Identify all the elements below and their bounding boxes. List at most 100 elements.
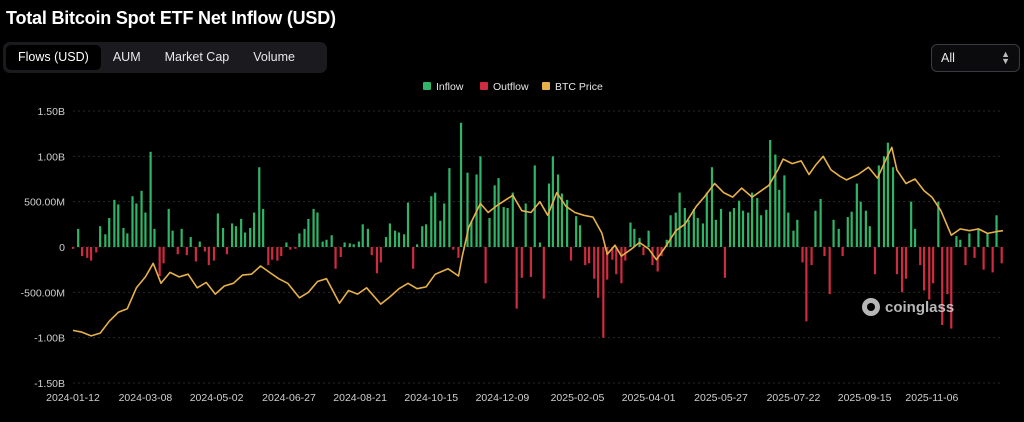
x-tick-label: 2024-06-27 bbox=[262, 392, 316, 404]
tab-flows-usd[interactable]: Flows (USD) bbox=[6, 45, 101, 70]
inflow-bar bbox=[171, 230, 174, 247]
x-tick-label: 2024-10-15 bbox=[404, 392, 458, 404]
inflow-bar bbox=[361, 224, 364, 247]
page-title: Total Bitcoin Spot ETF Net Inflow (USD) bbox=[6, 8, 336, 28]
outflow-bar bbox=[86, 247, 89, 258]
y-tick-label: 0 bbox=[59, 242, 65, 254]
inflow-bar bbox=[448, 168, 451, 247]
inflow-bar bbox=[846, 217, 849, 247]
inflow-bar bbox=[140, 190, 143, 247]
inflow-bar bbox=[710, 167, 714, 247]
legend-outflow-swatch bbox=[480, 82, 488, 90]
inflow-bar bbox=[560, 193, 564, 247]
outflow-bar bbox=[941, 247, 944, 325]
inflow-bar bbox=[388, 223, 391, 247]
inflow-bar bbox=[366, 228, 370, 247]
inflow-bar bbox=[303, 228, 306, 247]
inflow-bar bbox=[343, 242, 346, 247]
outflow-bar bbox=[515, 247, 518, 309]
inflow-bar bbox=[783, 175, 786, 247]
outflow-bar bbox=[991, 247, 994, 273]
inflow-bar bbox=[955, 236, 958, 247]
inflow-bar bbox=[231, 223, 234, 247]
outflow-bar bbox=[620, 247, 623, 284]
inflow-bar bbox=[99, 226, 102, 247]
outflow-bar bbox=[379, 247, 382, 263]
inflow-bar bbox=[506, 208, 509, 247]
inflow-bar bbox=[497, 178, 500, 247]
outflow-bar bbox=[982, 247, 985, 270]
inflow-bar bbox=[104, 234, 107, 247]
time-range-value: All bbox=[941, 51, 955, 65]
outflow-bar bbox=[289, 247, 292, 250]
inflow-bar bbox=[298, 233, 301, 247]
y-tick-label: 1.00B bbox=[38, 151, 65, 163]
inflow-bar bbox=[787, 212, 790, 247]
inflow-bar bbox=[747, 212, 750, 247]
inflow-bar bbox=[538, 242, 542, 247]
x-tick-label: 2025-04-01 bbox=[622, 392, 676, 404]
tab-volume[interactable]: Volume bbox=[253, 50, 295, 64]
inflow-bar bbox=[868, 226, 871, 247]
inflow-bar bbox=[986, 232, 989, 247]
inflow-bar bbox=[859, 201, 862, 247]
x-tick-label: 2024-05-02 bbox=[190, 392, 244, 404]
outflow-bar bbox=[873, 247, 877, 275]
legend-outflow-label: Outflow bbox=[493, 81, 529, 93]
x-tick-label: 2025-05-27 bbox=[694, 392, 748, 404]
outflow-bar bbox=[271, 247, 274, 260]
outflow-bar bbox=[212, 247, 216, 261]
inflow-bar bbox=[421, 226, 424, 247]
outflow-bar bbox=[294, 247, 297, 249]
inflow-bar bbox=[877, 165, 880, 247]
inflow-bar bbox=[493, 185, 496, 247]
x-tick-label: 2025-11-06 bbox=[905, 392, 958, 404]
outflow-bar bbox=[615, 247, 618, 275]
outflow-bar bbox=[651, 247, 654, 266]
outflow-bar bbox=[158, 247, 161, 277]
inflow-bar bbox=[502, 207, 505, 247]
outflow-bar bbox=[904, 247, 908, 279]
x-tick-label: 2025-02-05 bbox=[551, 392, 605, 404]
inflow-bar bbox=[189, 237, 192, 247]
legend-inflow-label: Inflow bbox=[436, 81, 464, 93]
outflow-bar bbox=[370, 247, 373, 256]
inflow-bar bbox=[701, 223, 705, 247]
inflow-bar bbox=[692, 208, 695, 247]
outflow-bar bbox=[801, 247, 804, 263]
tab-aum[interactable]: AUM bbox=[112, 50, 141, 64]
outflow-bar bbox=[928, 247, 931, 300]
outflow-bar bbox=[1000, 247, 1003, 264]
outflow-bar bbox=[280, 247, 283, 257]
inflow-bar bbox=[732, 208, 736, 247]
outflow-bar bbox=[339, 247, 342, 257]
inflow-bar bbox=[778, 189, 781, 247]
outflow-bar bbox=[597, 247, 600, 298]
outflow-bar bbox=[375, 247, 379, 274]
outflow-bar bbox=[162, 247, 165, 264]
inflow-bar bbox=[741, 210, 745, 247]
inflow-bar bbox=[533, 165, 536, 247]
chevron-updown-icon: ▲ ▼ bbox=[1001, 49, 1010, 66]
outflow-bar bbox=[895, 247, 899, 275]
inflow-bar bbox=[258, 167, 261, 247]
inflow-bar bbox=[330, 235, 333, 247]
time-range-select[interactable]: All ▲ ▼ bbox=[931, 44, 1020, 72]
inflow-bar bbox=[864, 210, 867, 247]
outflow-bar bbox=[723, 247, 727, 278]
inflow-bar bbox=[149, 151, 152, 247]
tab-market-cap[interactable]: Market Cap bbox=[164, 50, 230, 64]
inflow-bar bbox=[910, 201, 913, 247]
outflow-bar bbox=[901, 247, 904, 293]
inflow-bar bbox=[406, 202, 410, 247]
inflow-bar bbox=[393, 230, 397, 247]
inflow-bar bbox=[796, 219, 799, 247]
x-tick-label: 2024-08-21 bbox=[333, 392, 387, 404]
y-tick-label: 500.00M bbox=[24, 197, 65, 209]
inflow-bar bbox=[144, 212, 147, 247]
inflow-bar bbox=[738, 200, 741, 247]
inflow-bar bbox=[792, 230, 795, 247]
inflow-bar bbox=[714, 219, 717, 247]
inflow-bar bbox=[665, 239, 668, 247]
